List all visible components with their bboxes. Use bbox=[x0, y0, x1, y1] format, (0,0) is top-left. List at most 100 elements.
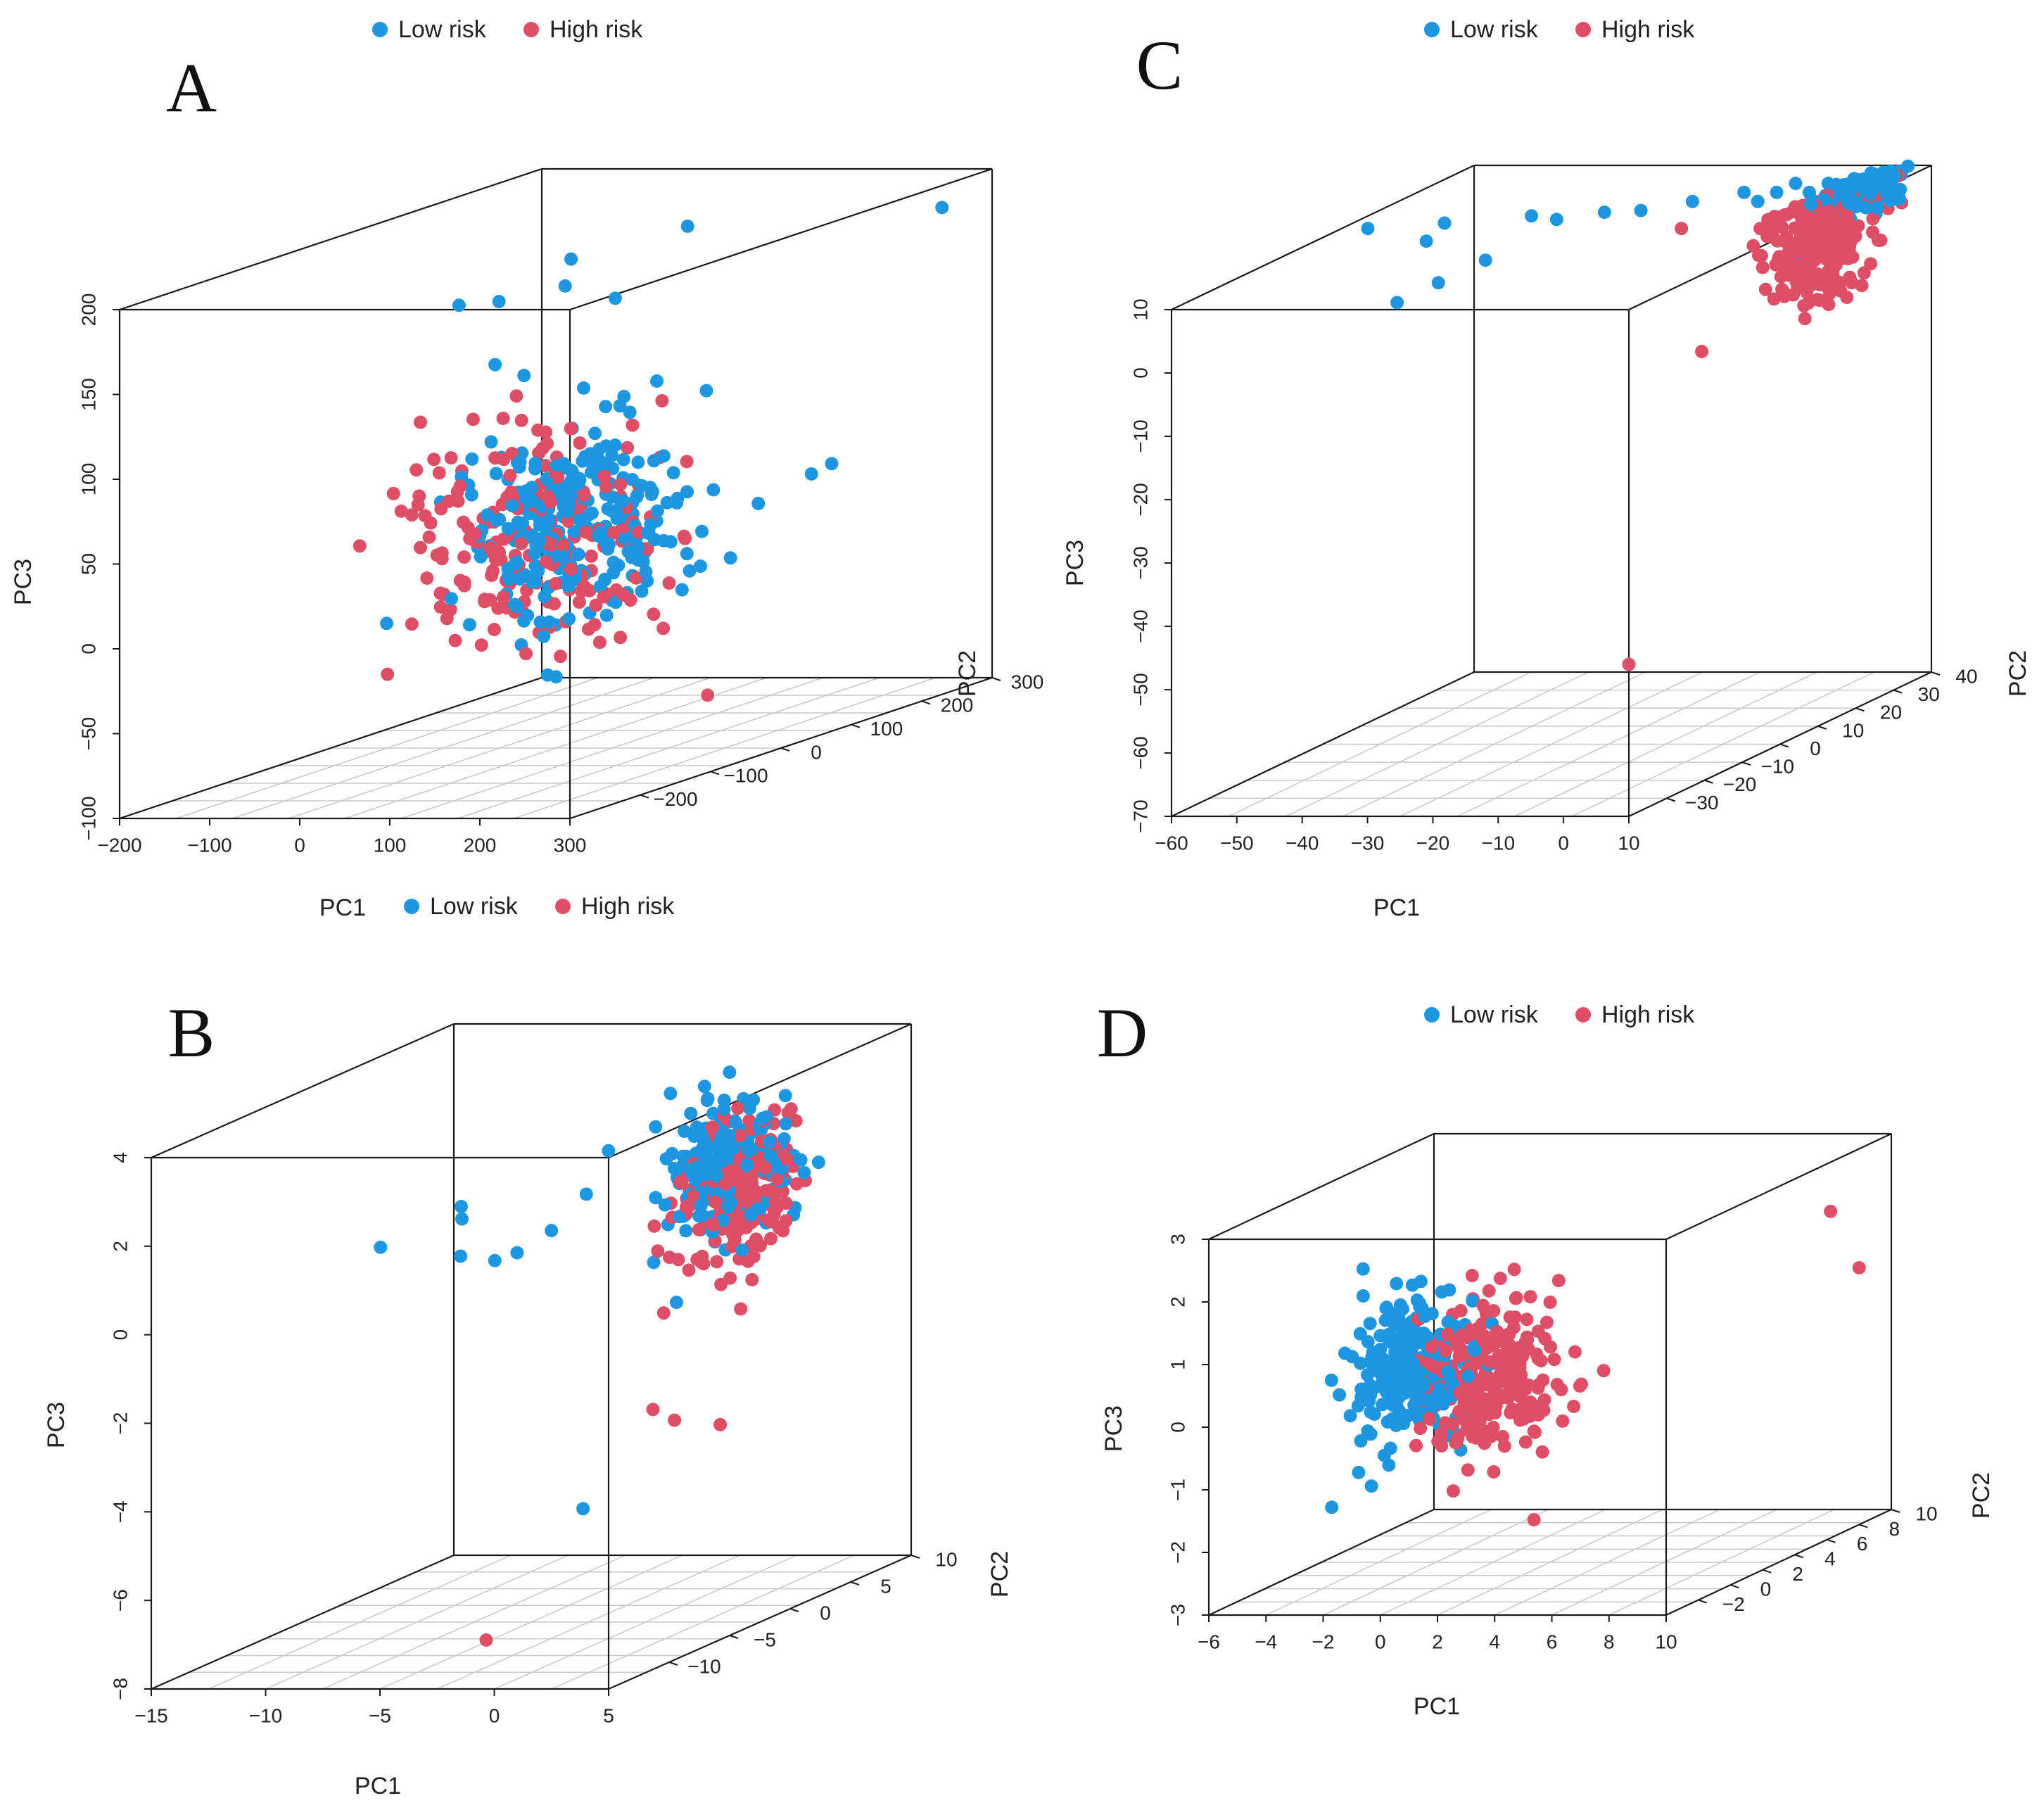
data-point-high-risk bbox=[1798, 239, 1813, 253]
data-point-high-risk bbox=[776, 1224, 790, 1238]
data-point-high-risk bbox=[614, 631, 628, 645]
data-point-low-risk bbox=[1751, 194, 1765, 208]
data-point-high-risk bbox=[474, 638, 488, 652]
x-tick-label: 2 bbox=[1432, 1631, 1443, 1652]
data-point-low-risk bbox=[1394, 1359, 1408, 1373]
data-point-high-risk bbox=[671, 1253, 685, 1267]
data-point-high-risk bbox=[1852, 1261, 1866, 1274]
data-point-high-risk bbox=[1493, 1272, 1507, 1285]
data-point-low-risk bbox=[528, 462, 542, 476]
y-tick-label: 4 bbox=[1824, 1548, 1836, 1570]
data-point-high-risk bbox=[1426, 1360, 1440, 1374]
y-tick-mark bbox=[1741, 761, 1751, 766]
data-point-high-risk bbox=[640, 542, 654, 556]
y-tick-mark bbox=[850, 1581, 860, 1586]
data-point-low-risk bbox=[628, 547, 642, 561]
data-point-low-risk bbox=[1685, 194, 1699, 208]
data-point-high-risk bbox=[1455, 1328, 1469, 1342]
data-point-high-risk bbox=[487, 623, 501, 636]
legend-label-low-risk: Low risk bbox=[398, 16, 487, 43]
box-edge bbox=[1171, 165, 1475, 310]
data-point-low-risk bbox=[639, 565, 653, 579]
data-point-high-risk bbox=[549, 576, 563, 590]
floor-grid-line bbox=[551, 1555, 855, 1690]
data-point-low-risk bbox=[445, 592, 459, 606]
data-point-high-risk bbox=[433, 586, 447, 600]
data-point-low-risk bbox=[1379, 1301, 1393, 1315]
data-point-low-risk bbox=[673, 1210, 687, 1224]
data-point-low-risk bbox=[542, 513, 557, 527]
data-point-high-risk bbox=[761, 1184, 775, 1198]
data-point-low-risk bbox=[699, 1167, 713, 1182]
y-tick-label: −10 bbox=[687, 1655, 721, 1677]
data-point-high-risk bbox=[1509, 1291, 1523, 1305]
data-point-low-risk bbox=[1411, 1364, 1426, 1378]
data-point-low-risk bbox=[1466, 1294, 1480, 1308]
data-point-high-risk bbox=[1523, 1290, 1537, 1304]
data-point-high-risk bbox=[682, 1263, 696, 1277]
data-point-low-risk bbox=[1442, 1283, 1456, 1297]
data-point-low-risk bbox=[502, 572, 516, 586]
data-point-low-risk bbox=[1478, 253, 1492, 267]
data-point-high-risk bbox=[1449, 1436, 1463, 1450]
x-tick-label: 100 bbox=[374, 834, 407, 856]
data-point-low-risk bbox=[607, 555, 621, 569]
x-tick-label: −4 bbox=[1255, 1631, 1277, 1652]
data-point-high-risk bbox=[768, 1195, 782, 1209]
data-point-high-risk bbox=[579, 525, 593, 539]
y-tick-label: −20 bbox=[1723, 773, 1757, 795]
data-point-high-risk bbox=[719, 1177, 733, 1191]
data-point-low-risk bbox=[747, 1093, 761, 1107]
z-tick-label: −50 bbox=[1129, 673, 1151, 707]
data-point-low-risk bbox=[676, 1149, 690, 1163]
data-point-high-risk bbox=[557, 538, 570, 552]
data-point-low-risk bbox=[706, 1106, 721, 1120]
box-edge bbox=[1208, 1509, 1435, 1616]
data-point-high-risk bbox=[561, 514, 576, 529]
y-tick-mark bbox=[1666, 797, 1676, 802]
data-point-high-risk bbox=[655, 394, 669, 407]
y-tick-label: 10 bbox=[935, 1548, 957, 1570]
data-point-low-risk bbox=[1859, 201, 1873, 215]
data-point-high-risk bbox=[710, 1255, 724, 1269]
data-point-low-risk bbox=[610, 512, 624, 526]
box-edge bbox=[569, 167, 993, 311]
floor-grid-line bbox=[513, 677, 937, 819]
data-point-low-risk bbox=[1364, 1479, 1378, 1493]
data-point-low-risk bbox=[1737, 185, 1751, 199]
data-point-low-risk bbox=[484, 435, 498, 449]
data-point-high-risk bbox=[1845, 276, 1859, 290]
legend: Low risk High risk bbox=[372, 16, 643, 43]
x-tick-label: −60 bbox=[1155, 832, 1188, 854]
data-point-high-risk bbox=[545, 538, 559, 552]
data-point-low-risk bbox=[1525, 209, 1539, 223]
data-point-high-risk bbox=[1767, 292, 1781, 306]
data-point-low-risk bbox=[1364, 1388, 1378, 1402]
data-point-high-risk bbox=[597, 469, 611, 483]
z-axis-title: PC3 bbox=[10, 559, 37, 605]
data-point-low-risk bbox=[1884, 194, 1898, 208]
y-axis-title: PC2 bbox=[1968, 1472, 1995, 1519]
data-point-high-risk bbox=[723, 1271, 737, 1285]
data-point-low-risk bbox=[727, 1141, 741, 1155]
data-point-high-risk bbox=[1778, 234, 1792, 248]
data-point-low-risk bbox=[1356, 1262, 1370, 1276]
data-point-low-risk bbox=[492, 295, 506, 308]
data-point-low-risk bbox=[505, 499, 519, 513]
data-point-low-risk bbox=[561, 504, 575, 518]
data-point-low-risk bbox=[1597, 205, 1611, 220]
data-point-low-risk bbox=[779, 1117, 793, 1131]
data-point-low-risk bbox=[598, 573, 612, 587]
data-point-high-risk bbox=[495, 498, 509, 512]
data-point-high-risk bbox=[1556, 1414, 1570, 1428]
data-point-low-risk bbox=[1789, 177, 1803, 191]
legend-marker-low-risk bbox=[1424, 22, 1440, 37]
data-point-low-risk bbox=[1395, 1302, 1409, 1316]
data-point-high-risk bbox=[1772, 250, 1786, 264]
data-point-low-risk bbox=[1382, 1335, 1396, 1349]
data-point-high-risk bbox=[1803, 263, 1817, 277]
box-edge bbox=[1171, 671, 1475, 817]
data-point-low-risk bbox=[671, 491, 685, 505]
data-point-high-risk bbox=[1550, 1378, 1564, 1391]
